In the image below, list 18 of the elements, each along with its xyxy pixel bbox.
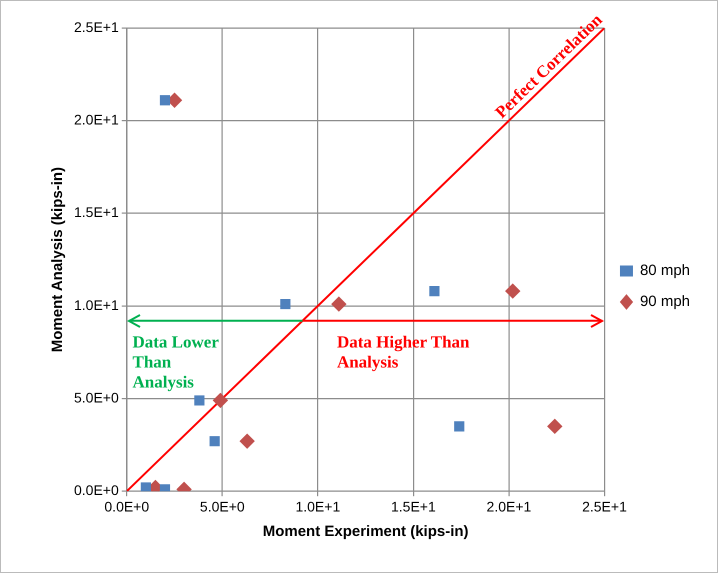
y-tick-label: 5.0E+0 <box>74 389 119 406</box>
annotation: Data Higher Than Analysis <box>336 332 470 372</box>
x-tick-label: 0.0E+0 <box>104 498 150 514</box>
x-tick-label: 2.0E+1 <box>486 498 532 514</box>
y-tick-label: 0.0E+0 <box>74 482 119 498</box>
annotation: Data Lower Than Analysis <box>132 332 220 392</box>
y-tick-label: 2.0E+1 <box>74 112 119 128</box>
y-tick-label: 1.0E+1 <box>74 296 119 313</box>
x-axis-title: Moment Experiment (kips-in) <box>262 523 469 540</box>
y-tick-label: 2.5E+1 <box>74 18 119 35</box>
x-tick-label: 5.0E+0 <box>200 498 245 514</box>
legend-label: 80 mph <box>640 262 690 280</box>
x-tick-label: 1.0E+1 <box>295 498 340 514</box>
y-tick-label: 1.5E+1 <box>74 204 119 220</box>
x-tick-label: 2.5E+1 <box>582 498 628 514</box>
y-axis-title: Moment Analysis (kips-in) <box>49 166 66 352</box>
x-tick-label: 1.5E+1 <box>391 498 436 514</box>
legend-label: 90 mph <box>640 293 690 310</box>
